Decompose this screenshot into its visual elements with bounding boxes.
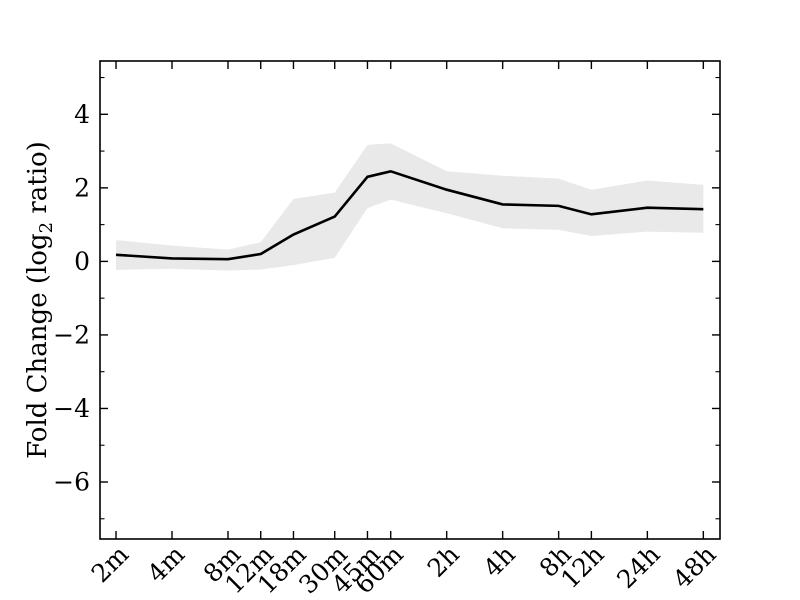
y-tick-labels: 4 2 0 −2 −4 −6: [53, 100, 90, 497]
x-tick-label: 4m: [142, 540, 191, 589]
x-tick-label: 24h: [611, 540, 665, 594]
y-tick-label: −4: [53, 394, 90, 423]
mean-line-path: [115, 169, 704, 261]
x-ticks-top: [115, 61, 705, 69]
y-tick-label: 2: [74, 173, 90, 202]
y-tick-label: −2: [53, 320, 90, 349]
confidence-band: [116, 143, 704, 271]
y-tick-label: 0: [74, 247, 90, 276]
mean-line: [115, 169, 704, 261]
x-tick-label: 2h: [422, 540, 465, 583]
y-axis-label-group: Fold Change (log2 ratio): [23, 141, 57, 459]
confidence-band-area: [116, 143, 704, 271]
y-axis-label: Fold Change (log2 ratio): [23, 141, 57, 459]
y-tick-label: 4: [74, 100, 90, 129]
x-tick-label: 2m: [86, 540, 135, 589]
y-ticks-right: [712, 76, 720, 520]
y-ticks-left: [100, 76, 108, 520]
x-tick-label: 4h: [478, 540, 521, 583]
x-tick-label: 48h: [667, 540, 721, 594]
plot-border: [99, 60, 721, 540]
x-ticks-bottom: [115, 531, 705, 539]
axes-frame: [99, 60, 721, 540]
y-tick-label: −6: [53, 468, 90, 497]
